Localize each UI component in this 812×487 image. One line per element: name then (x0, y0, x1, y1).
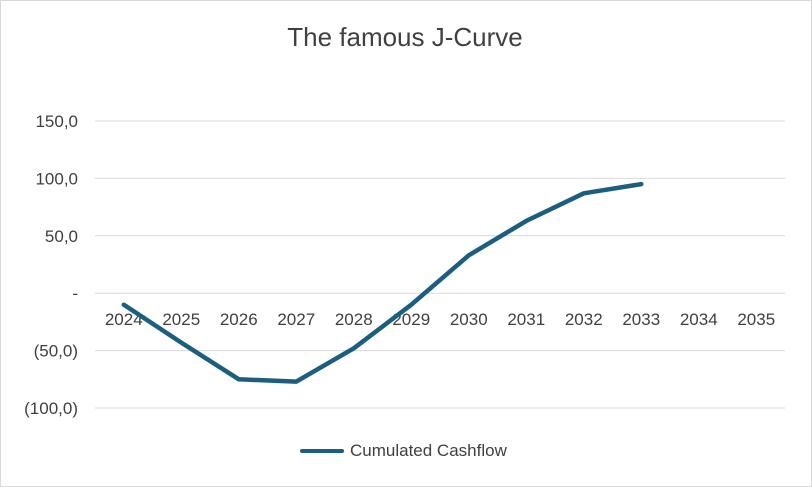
x-tick-label: 2035 (737, 310, 775, 329)
x-tick-label: 2025 (162, 310, 200, 329)
x-tick-labels: 2024 2025 2026 2027 2028 2029 2030 2031 2032 2033… (105, 310, 775, 329)
series-lines (121, 181, 644, 384)
x-tick-label: 2031 (507, 310, 545, 329)
y-tick-label: 50,0 (45, 227, 78, 246)
x-tick-label: 2033 (622, 310, 660, 329)
y-tick-label: (50,0) (34, 342, 78, 361)
x-tick-label: 2034 (680, 310, 718, 329)
x-tick-label: 2029 (392, 310, 430, 329)
x-tick-label: 2024 (105, 310, 143, 329)
y-tick-label: (100,0) (24, 399, 78, 418)
x-tick-label: 2027 (277, 310, 315, 329)
y-tick-label: 150,0 (35, 112, 78, 131)
y-tick-labels: 150,0 100,0 50,0 - (50,0) (100,0) (24, 112, 78, 418)
x-tick-label: 2030 (450, 310, 488, 329)
gridlines (95, 120, 785, 409)
x-tick-label: 2026 (220, 310, 258, 329)
legend-label-cumulated-cashflow: Cumulated Cashflow (350, 441, 507, 460)
legend-swatch (300, 449, 344, 453)
legend: Cumulated Cashflow (300, 440, 507, 462)
y-tick-label: - (72, 284, 78, 303)
series-line-cumulated-cashflow (121, 181, 644, 384)
x-tick-label: 2028 (335, 310, 373, 329)
x-tick-label: 2032 (565, 310, 603, 329)
chart-title: The famous J-Curve (287, 22, 523, 52)
y-tick-label: 100,0 (35, 169, 78, 188)
